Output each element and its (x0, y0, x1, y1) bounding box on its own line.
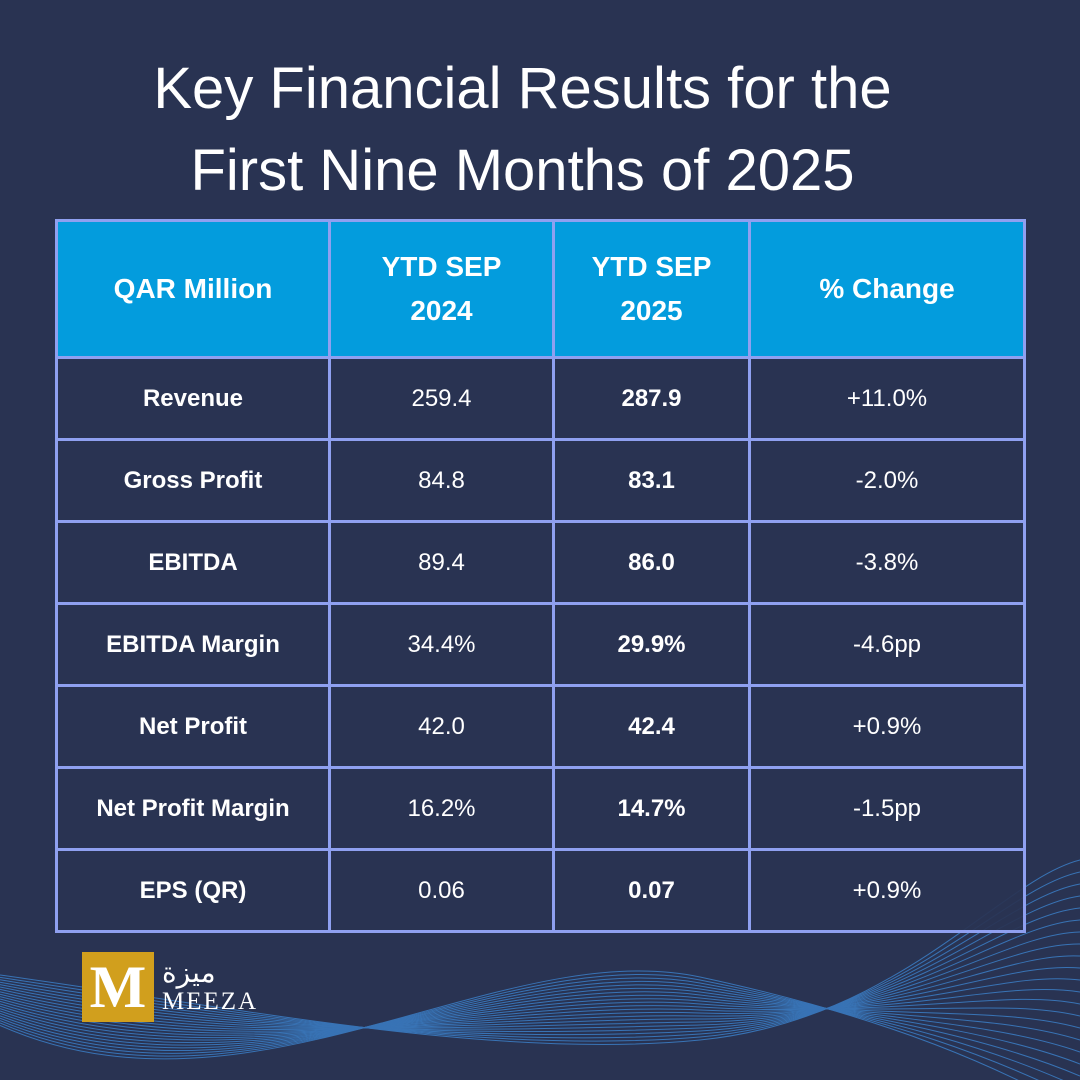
wave-line (0, 907, 1080, 1033)
value-change: -3.8% (748, 520, 1026, 605)
value-change: +0.9% (748, 684, 1026, 769)
row-label: EBITDA Margin (55, 602, 331, 687)
meeza-logo: M (82, 952, 154, 1022)
value-change: -4.6pp (748, 602, 1026, 687)
wave-line (0, 984, 1080, 1065)
value-change: +11.0% (748, 356, 1026, 441)
value-2025: 83.1 (552, 438, 751, 523)
wave-line (0, 966, 1080, 1031)
logo-arabic-text: ميزة (162, 957, 216, 988)
value-2025: 86.0 (552, 520, 751, 605)
value-2024: 42.0 (328, 684, 555, 769)
wave-line (0, 895, 1080, 1036)
row-label: Revenue (55, 356, 331, 441)
table-row: EPS (QR) 0.06 0.07 +0.9% (55, 848, 1026, 933)
table-row: Revenue 259.4 287.9 +11.0% (55, 356, 1026, 441)
value-2025: 0.07 (552, 848, 751, 933)
row-label: EBITDA (55, 520, 331, 605)
value-2024: 16.2% (328, 766, 555, 851)
wave-line (0, 998, 1080, 1036)
header-qar-million: QAR Million (55, 219, 331, 359)
table-row: Net Profit 42.0 42.4 +0.9% (55, 684, 1026, 769)
value-change: +0.9% (748, 848, 1026, 933)
wave-line (0, 991, 1080, 1044)
row-label: Gross Profit (55, 438, 331, 523)
value-change: -1.5pp (748, 766, 1026, 851)
row-label: Net Profit Margin (55, 766, 331, 851)
header-ytd-2024: YTD SEP 2024 (328, 219, 555, 359)
wave-line (0, 883, 1080, 1039)
table-row: Net Profit Margin 16.2% 14.7% -1.5pp (55, 766, 1026, 851)
wave-line (0, 943, 1080, 1029)
wave-line (0, 919, 1080, 1030)
financial-results-table: QAR Million YTD SEP 2024 YTD SEP 2025 % … (55, 219, 1026, 933)
header-change: % Change (748, 219, 1026, 359)
value-2025: 42.4 (552, 684, 751, 769)
value-2024: 84.8 (328, 438, 555, 523)
wave-line (0, 977, 1064, 1080)
table-row: Gross Profit 84.8 83.1 -2.0% (55, 438, 1026, 523)
wave-line (0, 955, 1080, 1029)
value-2025: 29.9% (552, 602, 751, 687)
wave-line (0, 978, 1080, 1032)
wave-line (0, 931, 1080, 1029)
logo-english-text: MEEZA (162, 988, 259, 1015)
table-header-row: QAR Million YTD SEP 2024 YTD SEP 2025 % … (55, 219, 1026, 359)
wave-line (0, 970, 1019, 1080)
wave-line (0, 998, 1080, 1039)
row-label: EPS (QR) (55, 848, 331, 933)
value-2024: 34.4% (328, 602, 555, 687)
value-2024: 89.4 (328, 520, 555, 605)
wave-line (0, 994, 1080, 1041)
wave-line (0, 973, 1040, 1080)
table-row: EBITDA Margin 34.4% 29.9% -4.6pp (55, 602, 1026, 687)
header-ytd-2025: YTD SEP 2025 (552, 219, 751, 359)
table-row: EBITDA 89.4 86.0 -3.8% (55, 520, 1026, 605)
wave-line (0, 988, 1080, 1034)
wave-line (0, 980, 1080, 1077)
wave-line (0, 987, 1080, 1053)
page-title: Key Financial Results for the First Nine … (153, 56, 892, 203)
value-2025: 14.7% (552, 766, 751, 851)
row-label: Net Profit (55, 684, 331, 769)
value-2024: 259.4 (328, 356, 555, 441)
value-2024: 0.06 (328, 848, 555, 933)
value-change: -2.0% (748, 438, 1026, 523)
value-2025: 287.9 (552, 356, 751, 441)
